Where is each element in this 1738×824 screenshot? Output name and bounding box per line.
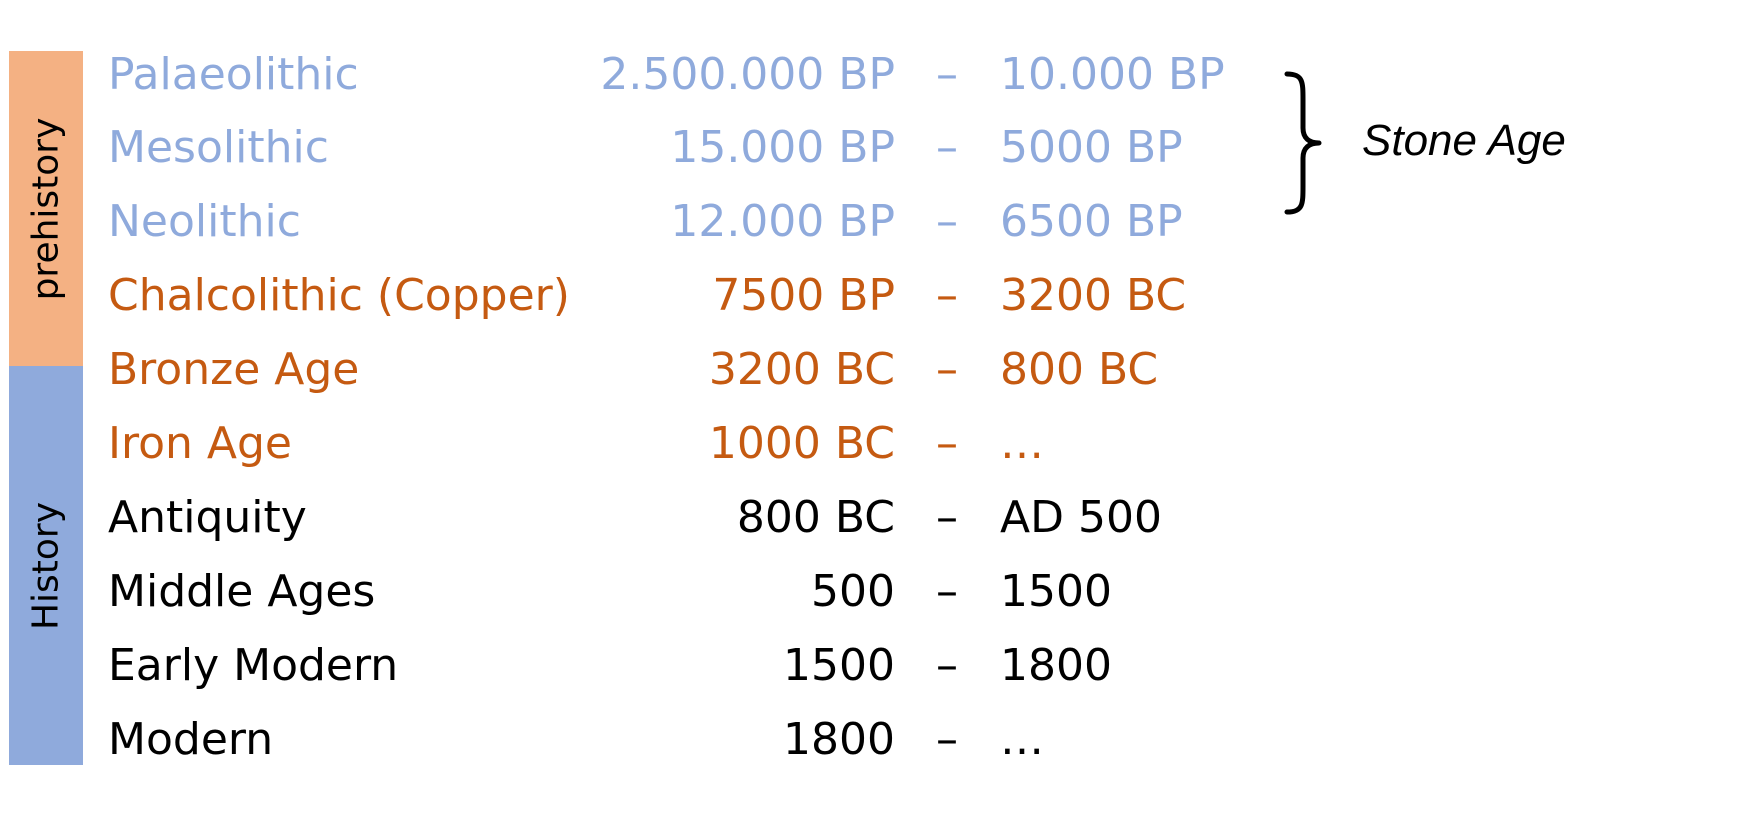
period-dash: – bbox=[936, 270, 958, 321]
period-end: … bbox=[1000, 714, 1044, 765]
period-row: Modern 1800 – … bbox=[0, 703, 1738, 777]
period-name: Middle Ages bbox=[108, 566, 376, 617]
period-start: 3200 BC bbox=[708, 344, 895, 395]
period-dash: – bbox=[936, 196, 958, 247]
period-name: Iron Age bbox=[108, 418, 292, 469]
period-name: Mesolithic bbox=[108, 122, 329, 173]
curly-brace-icon bbox=[1284, 71, 1322, 215]
period-row: Chalcolithic (Copper) 7500 BP – 3200 BC bbox=[0, 259, 1738, 333]
period-name: Early Modern bbox=[108, 640, 399, 691]
period-row: Early Modern 1500 – 1800 bbox=[0, 629, 1738, 703]
period-name: Chalcolithic (Copper) bbox=[108, 270, 570, 321]
period-name: Modern bbox=[108, 714, 274, 765]
period-start: 800 BC bbox=[736, 492, 895, 543]
period-dash: – bbox=[936, 492, 958, 543]
period-end: 1500 bbox=[1000, 566, 1112, 617]
period-end: 5000 BP bbox=[1000, 122, 1183, 173]
period-name: Neolithic bbox=[108, 196, 301, 247]
period-end: 6500 BP bbox=[1000, 196, 1183, 247]
period-end: 3200 BC bbox=[1000, 270, 1187, 321]
period-name: Bronze Age bbox=[108, 344, 360, 395]
period-name: Antiquity bbox=[108, 492, 307, 543]
period-start: 500 bbox=[811, 566, 895, 617]
period-row: Middle Ages 500 – 1500 bbox=[0, 555, 1738, 629]
period-row: Neolithic 12.000 BP – 6500 BP bbox=[0, 185, 1738, 259]
period-dash: – bbox=[936, 714, 958, 765]
period-start: 15.000 BP bbox=[670, 122, 895, 173]
period-dash: – bbox=[936, 418, 958, 469]
period-start: 12.000 BP bbox=[670, 196, 895, 247]
period-end: … bbox=[1000, 418, 1044, 469]
stone-age-label: Stone Age bbox=[1362, 116, 1566, 165]
period-row: Palaeolithic 2.500.000 BP – 10.000 BP bbox=[0, 38, 1738, 112]
period-dash: – bbox=[936, 122, 958, 173]
period-end: AD 500 bbox=[1000, 492, 1162, 543]
curly-brace-path bbox=[1284, 71, 1322, 215]
period-end: 800 BC bbox=[1000, 344, 1159, 395]
period-start: 1000 BC bbox=[708, 418, 895, 469]
period-dash: – bbox=[936, 640, 958, 691]
period-row: Bronze Age 3200 BC – 800 BC bbox=[0, 333, 1738, 407]
period-start: 7500 BP bbox=[712, 270, 895, 321]
period-end: 10.000 BP bbox=[1000, 49, 1225, 100]
period-end: 1800 bbox=[1000, 640, 1112, 691]
period-dash: – bbox=[936, 566, 958, 617]
period-name: Palaeolithic bbox=[108, 49, 359, 100]
prehistory-band: prehistory bbox=[9, 51, 83, 366]
period-dash: – bbox=[936, 49, 958, 100]
period-row: Iron Age 1000 BC – … bbox=[0, 407, 1738, 481]
period-start: 2.500.000 BP bbox=[600, 49, 895, 100]
period-dash: – bbox=[936, 344, 958, 395]
period-start: 1500 bbox=[783, 640, 895, 691]
period-row: Antiquity 800 BC – AD 500 bbox=[0, 481, 1738, 555]
period-row: Mesolithic 15.000 BP – 5000 BP bbox=[0, 111, 1738, 185]
history-band: History bbox=[9, 366, 83, 765]
period-start: 1800 bbox=[783, 714, 895, 765]
